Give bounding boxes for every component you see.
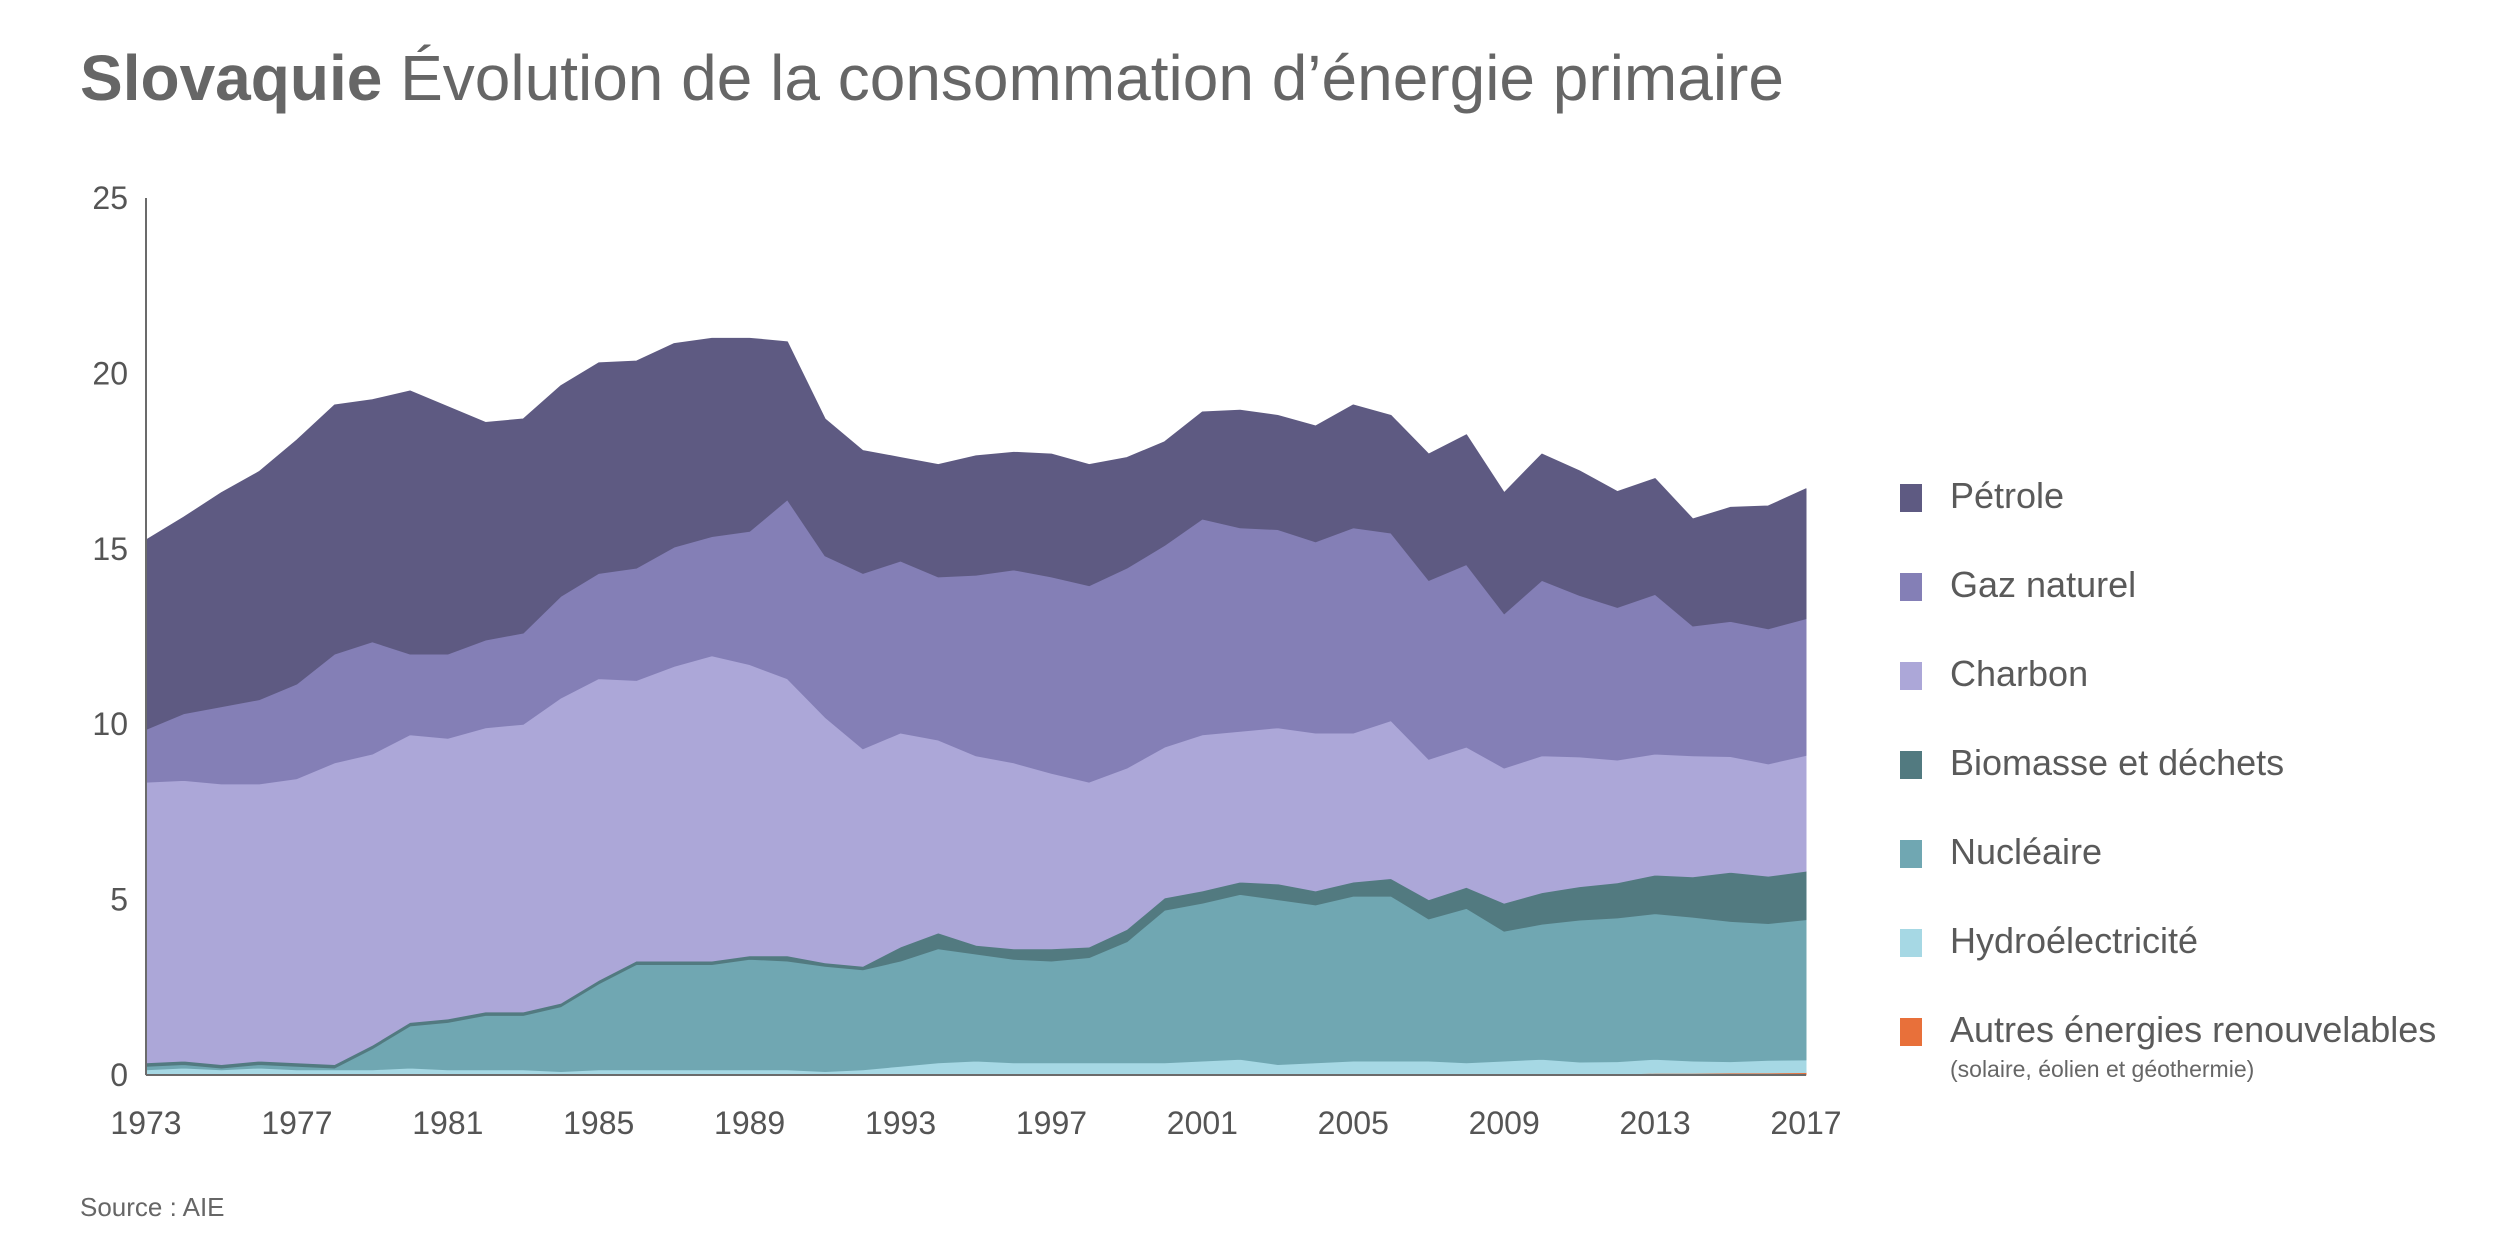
- area-series-group: [145, 337, 1807, 1076]
- legend-label: Gaz naturel: [1950, 564, 2137, 605]
- y-tick-label: 10: [92, 706, 128, 742]
- x-tick-label: 1997: [1016, 1105, 1087, 1141]
- x-tick-label: 1985: [563, 1105, 634, 1141]
- x-tick-label: 1989: [714, 1105, 785, 1141]
- y-tick-label: 5: [110, 882, 128, 918]
- legend-swatch: [1900, 751, 1922, 779]
- legend-label: Charbon: [1950, 653, 2089, 694]
- x-tick-label: 2017: [1770, 1105, 1841, 1141]
- y-tick-label: 0: [110, 1057, 128, 1093]
- title-subtitle: Évolution de la consommation d’énergie p…: [400, 42, 1784, 114]
- x-tick-label: 1977: [261, 1105, 332, 1141]
- y-tick-labels: 0 5 10 15 20 25: [92, 180, 128, 1093]
- stacked-area-chart: 0 5 10 15 20 25 1973 1977 1981 1985 1989 1993 1997 2…: [92, 180, 1841, 1141]
- y-tick-label: 25: [92, 180, 128, 216]
- x-tick-label: 1981: [412, 1105, 483, 1141]
- legend-swatch: [1900, 929, 1922, 957]
- legend-swatch: [1900, 573, 1922, 601]
- legend-swatch: [1900, 1018, 1922, 1046]
- legend-label: Nucléaire: [1950, 831, 2103, 872]
- legend-swatch: [1900, 484, 1922, 512]
- legend-note: (solaire, éolien et géothermie): [1950, 1056, 2255, 1082]
- x-tick-label: 1993: [865, 1105, 936, 1141]
- x-tick-label: 2005: [1318, 1105, 1389, 1141]
- x-tick-labels: 1973 1977 1981 1985 1989 1993 1997 2001 2005 2009…: [110, 1105, 1841, 1141]
- x-tick-label: 1973: [110, 1105, 181, 1141]
- legend-label: Biomasse et déchets: [1950, 742, 2285, 783]
- y-tick-label: 15: [92, 531, 128, 567]
- legend-label: Pétrole: [1950, 475, 2065, 516]
- x-tick-label: 2009: [1469, 1105, 1540, 1141]
- legend-swatch: [1900, 840, 1922, 868]
- source-note: Source : AIE: [80, 1192, 225, 1222]
- chart-title: Slovaquie Évolution de la consommation d…: [80, 38, 1784, 118]
- x-tick-label: 2013: [1619, 1105, 1690, 1141]
- legend-label: Hydroélectricité: [1950, 920, 2199, 961]
- y-tick-label: 20: [92, 355, 128, 391]
- x-tick-label: 2001: [1167, 1105, 1238, 1141]
- axes-group: [145, 198, 1806, 1076]
- legend-label: Autres énergies renouvelables: [1950, 1009, 2437, 1050]
- title-country: Slovaquie: [80, 42, 383, 114]
- area-petrole: [145, 337, 1807, 730]
- legend-swatch: [1900, 662, 1922, 690]
